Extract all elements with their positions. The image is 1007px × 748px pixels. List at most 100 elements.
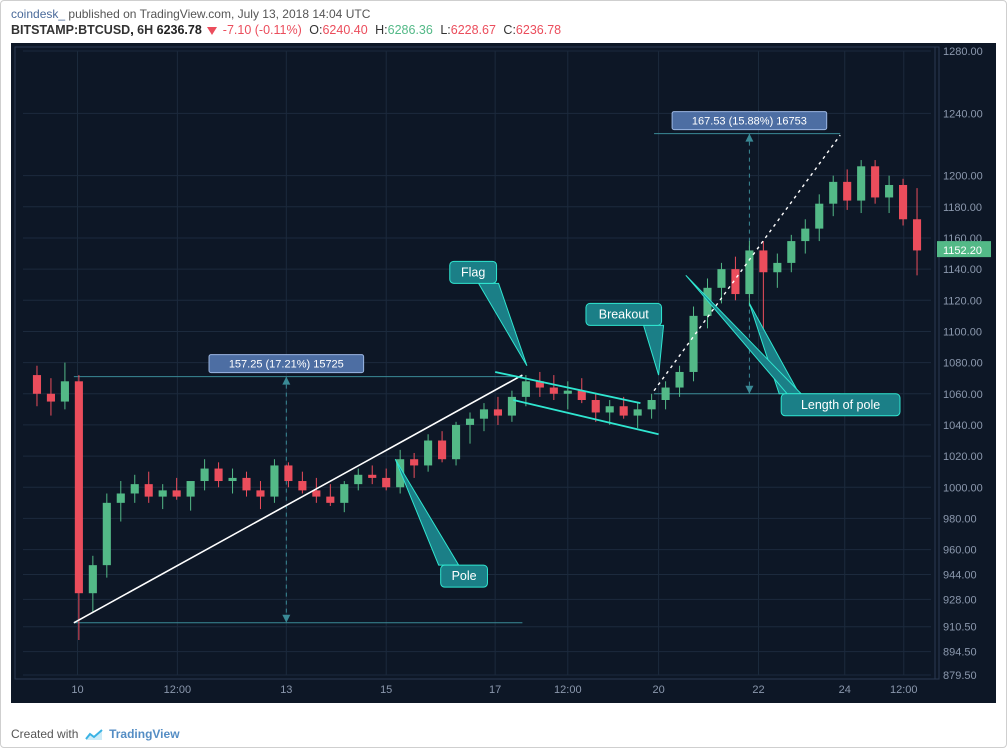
footer-brand: TradingView [109, 727, 179, 741]
candle[interactable] [466, 419, 474, 425]
candle[interactable] [215, 469, 223, 481]
candle[interactable] [480, 409, 488, 418]
y-tick-label: 1000.00 [943, 482, 983, 494]
x-tick-label: 13 [280, 684, 292, 696]
x-tick-label: 12:00 [164, 684, 192, 696]
low-label: L: [440, 23, 450, 37]
candle[interactable] [242, 478, 250, 490]
open-label: O: [309, 23, 322, 37]
y-tick-label: 1240.00 [943, 108, 983, 120]
candle[interactable] [717, 269, 725, 288]
high-label: H: [375, 23, 388, 37]
candle[interactable] [522, 381, 530, 397]
candle[interactable] [145, 484, 153, 496]
candle[interactable] [173, 490, 181, 496]
chart-area[interactable]: 1280.001240.001200.001180.001160.001140.… [11, 43, 996, 708]
candle[interactable] [47, 394, 55, 402]
candle[interactable] [648, 400, 656, 409]
y-tick-label: 1200.00 [943, 171, 983, 183]
x-tick-label: 22 [752, 684, 764, 696]
candle[interactable] [773, 263, 781, 272]
candle[interactable] [424, 441, 432, 466]
candle[interactable] [75, 381, 83, 593]
last-price-value: 1152.20 [943, 245, 982, 257]
y-tick-label: 1060.00 [943, 389, 983, 401]
candle[interactable] [913, 219, 921, 250]
price-chart[interactable]: 1280.001240.001200.001180.001160.001140.… [11, 43, 996, 703]
candle[interactable] [550, 388, 558, 394]
close-value: 6236.78 [516, 23, 561, 37]
candle[interactable] [634, 409, 642, 415]
candle[interactable] [843, 182, 851, 201]
open-value: 6240.40 [322, 23, 367, 37]
symbol: BITSTAMP:BTCUSD [11, 23, 130, 37]
callout-flag-label: Flag [461, 265, 485, 279]
candle[interactable] [354, 475, 362, 484]
x-tick-label: 15 [380, 684, 392, 696]
candle[interactable] [228, 478, 236, 481]
change-arrow-icon [207, 27, 217, 35]
close-label: C: [503, 23, 516, 37]
candle[interactable] [368, 475, 376, 478]
author-name: coindesk_ [11, 7, 65, 21]
last-price: 6236.78 [157, 23, 202, 37]
candle[interactable] [885, 185, 893, 197]
candle[interactable] [759, 250, 767, 272]
candle[interactable] [187, 481, 195, 497]
candle[interactable] [801, 229, 809, 241]
candle[interactable] [117, 493, 125, 502]
candle[interactable] [829, 182, 837, 204]
candle[interactable] [745, 250, 753, 294]
change-abs: -7.10 [223, 23, 252, 37]
y-tick-label: 1280.00 [943, 46, 983, 58]
y-tick-label: 1100.00 [943, 326, 982, 338]
y-tick-label: 928.00 [943, 594, 977, 606]
candle[interactable] [256, 490, 264, 496]
candle[interactable] [340, 484, 348, 503]
candle[interactable] [815, 204, 823, 229]
candle[interactable] [326, 497, 334, 503]
interval: 6H [137, 23, 153, 37]
candle[interactable] [159, 490, 167, 496]
candle[interactable] [89, 565, 97, 593]
candle[interactable] [606, 406, 614, 412]
candle[interactable] [33, 375, 41, 394]
candle[interactable] [731, 269, 739, 294]
candle[interactable] [676, 372, 684, 388]
candle[interactable] [382, 478, 390, 487]
callout-length-label: Length of pole [801, 398, 880, 412]
y-tick-label: 910.50 [943, 622, 977, 634]
y-tick-label: 1040.00 [943, 420, 983, 432]
y-tick-label: 1120.00 [943, 295, 982, 307]
candle[interactable] [899, 185, 907, 219]
candle[interactable] [103, 503, 111, 565]
candle[interactable] [787, 241, 795, 263]
measure-2-label: 167.53 (15.88%) 16753 [692, 116, 807, 128]
measure-1-label: 157.25 (17.21%) 15725 [229, 359, 344, 371]
candle[interactable] [662, 388, 670, 400]
candle[interactable] [284, 465, 292, 481]
high-value: 6286.36 [388, 23, 433, 37]
candle[interactable] [410, 459, 418, 465]
y-tick-label: 944.00 [943, 570, 977, 582]
candle[interactable] [620, 406, 628, 415]
candle[interactable] [689, 316, 697, 372]
x-tick-label: 12:00 [890, 684, 918, 696]
candle[interactable] [438, 441, 446, 460]
candle[interactable] [564, 391, 572, 394]
candle[interactable] [494, 409, 502, 415]
candle[interactable] [592, 400, 600, 412]
callout-breakout-label: Breakout [599, 307, 650, 321]
y-tick-label: 1140.00 [943, 264, 982, 276]
candle[interactable] [201, 469, 209, 481]
y-tick-label: 1020.00 [943, 451, 983, 463]
candle[interactable] [857, 166, 865, 200]
candle[interactable] [871, 166, 879, 197]
candle[interactable] [131, 484, 139, 493]
y-tick-label: 1180.00 [943, 202, 982, 214]
candle[interactable] [298, 481, 306, 490]
y-tick-label: 960.00 [943, 545, 977, 557]
candle[interactable] [452, 425, 460, 459]
candle[interactable] [61, 381, 69, 401]
candle[interactable] [270, 465, 278, 496]
